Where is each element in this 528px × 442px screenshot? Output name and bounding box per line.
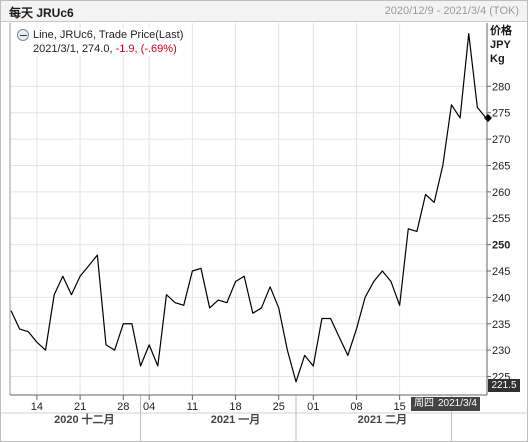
grid (10, 23, 487, 395)
y-axis-currency: JPY (490, 39, 511, 51)
last-value-label: 221.5 (488, 379, 520, 392)
cursor-date: 2021/3/4 (438, 398, 477, 409)
y-tick-label: 245 (492, 266, 510, 278)
x-tick-label: 25 (273, 401, 285, 413)
y-axis-unit: Kg (490, 53, 505, 65)
y-tick-label: 260 (492, 187, 510, 199)
x-tick-label: 15 (394, 401, 406, 413)
x-tick-label: 08 (350, 401, 362, 413)
legend-series-label: Line, JRUc6, Trade Price(Last) (33, 29, 184, 41)
y-axis-price-label: 价格 (490, 25, 512, 37)
last-value-marker (484, 113, 492, 122)
y-tick-label: 265 (492, 160, 510, 172)
markers (484, 113, 492, 122)
legend[interactable]: Line, JRUc6, Trade Price(Last) 2021/3/1,… (17, 28, 184, 56)
legend-date: 2021/3/1, (33, 43, 79, 55)
legend-change: -1.9, (115, 43, 138, 55)
y-tick-label: 235 (492, 319, 510, 331)
legend-values: 2021/3/1, 274.0, -1.9, (-.69%) (17, 42, 183, 56)
x-month-label: 2020 十二月 (54, 412, 115, 426)
y-tick-label: 280 (492, 81, 510, 93)
y-tick-label: 240 (492, 292, 510, 304)
y-tick-label: 255 (492, 213, 510, 225)
date-range-label: 2020/12/9 - 2021/3/4 (TOK) (384, 5, 519, 17)
cursor-date-label: 周四 2021/3/4 (411, 397, 480, 411)
title-bar: 每天 JRUc6 2020/12/9 - 2021/3/4 (TOK) (1, 1, 527, 22)
y-tick-label: 270 (492, 134, 510, 146)
x-tick-label: 18 (229, 401, 241, 413)
series-layer (10, 32, 487, 383)
series-toggle-icon[interactable] (17, 29, 29, 41)
y-tick-label: 275 (492, 108, 510, 120)
axes (1, 23, 528, 441)
legend-change-pct: (-.69%) (140, 43, 177, 55)
y-tick-label: 250 (492, 240, 510, 252)
x-tick-label: 28 (117, 401, 129, 413)
x-tick-label: 11 (187, 401, 198, 413)
x-month-label: 2021 一月 (211, 413, 261, 426)
price-line (10, 32, 487, 383)
x-tick-label: 21 (74, 401, 86, 413)
x-tick-label: 01 (307, 401, 319, 413)
legend-value: 274.0, (81, 43, 113, 55)
y-tick-label: 230 (492, 345, 510, 357)
x-month-label: 2021 二月 (358, 413, 408, 426)
x-tick-label: 14 (31, 401, 43, 413)
cursor-weekday: 周四 (414, 398, 434, 409)
x-tick-labels: 14 21 28 04 11 18 25 01 08 15 2020 十二月 2021 一月 2021 … (31, 401, 407, 426)
x-tick-label: 04 (143, 401, 155, 413)
y-axis-units: 价格 JPY Kg (490, 24, 512, 66)
chart-title: 每天 JRUc6 (9, 6, 74, 20)
